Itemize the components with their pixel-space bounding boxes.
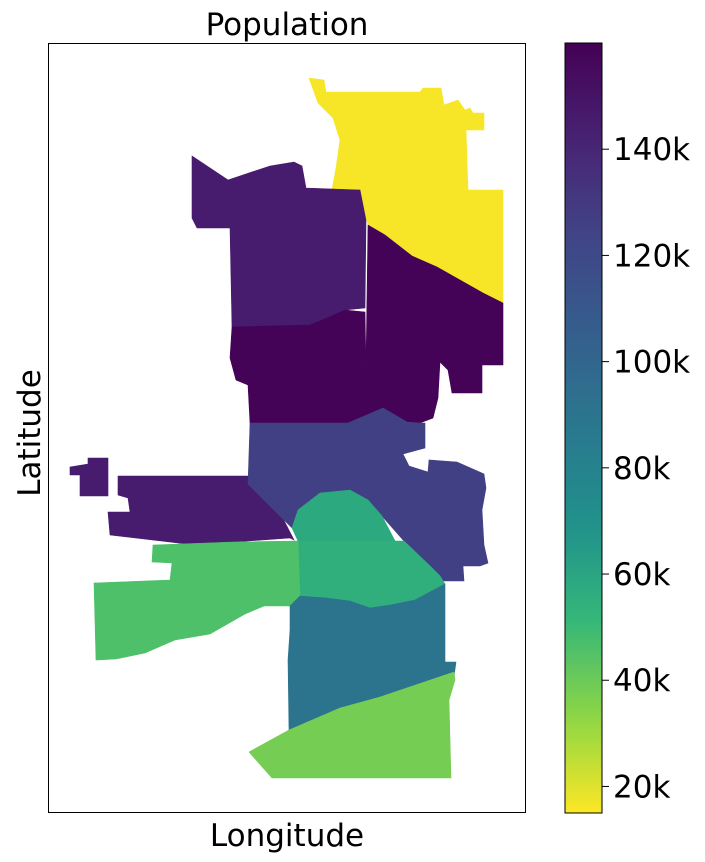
- map-regions: [69, 77, 504, 779]
- colorbar-tick-label: 40k: [613, 663, 670, 699]
- region-central: [229, 309, 384, 424]
- colorbar-tick-label: 60k: [613, 557, 670, 593]
- colorbar-tick-label: 100k: [613, 345, 690, 381]
- x-axis-label: Longitude: [210, 818, 364, 854]
- colorbar-tick-label: 140k: [613, 132, 690, 168]
- colorbar-tick-label: 20k: [613, 769, 670, 805]
- region-north-central: [191, 155, 367, 328]
- colorbar-tick-label: 120k: [613, 238, 690, 274]
- region-south: [287, 583, 457, 731]
- region-northeast: [308, 77, 504, 304]
- region-far-south: [248, 671, 456, 779]
- colorbar-ticks: 20k 40k 60k 80k 100k 120k 140k: [602, 132, 690, 805]
- map-title: Population: [206, 7, 369, 43]
- colorbar: [564, 42, 603, 814]
- y-axis-label: Latitude: [12, 369, 48, 497]
- region-southwest: [93, 540, 301, 661]
- colorbar-tick-label: 80k: [613, 451, 670, 487]
